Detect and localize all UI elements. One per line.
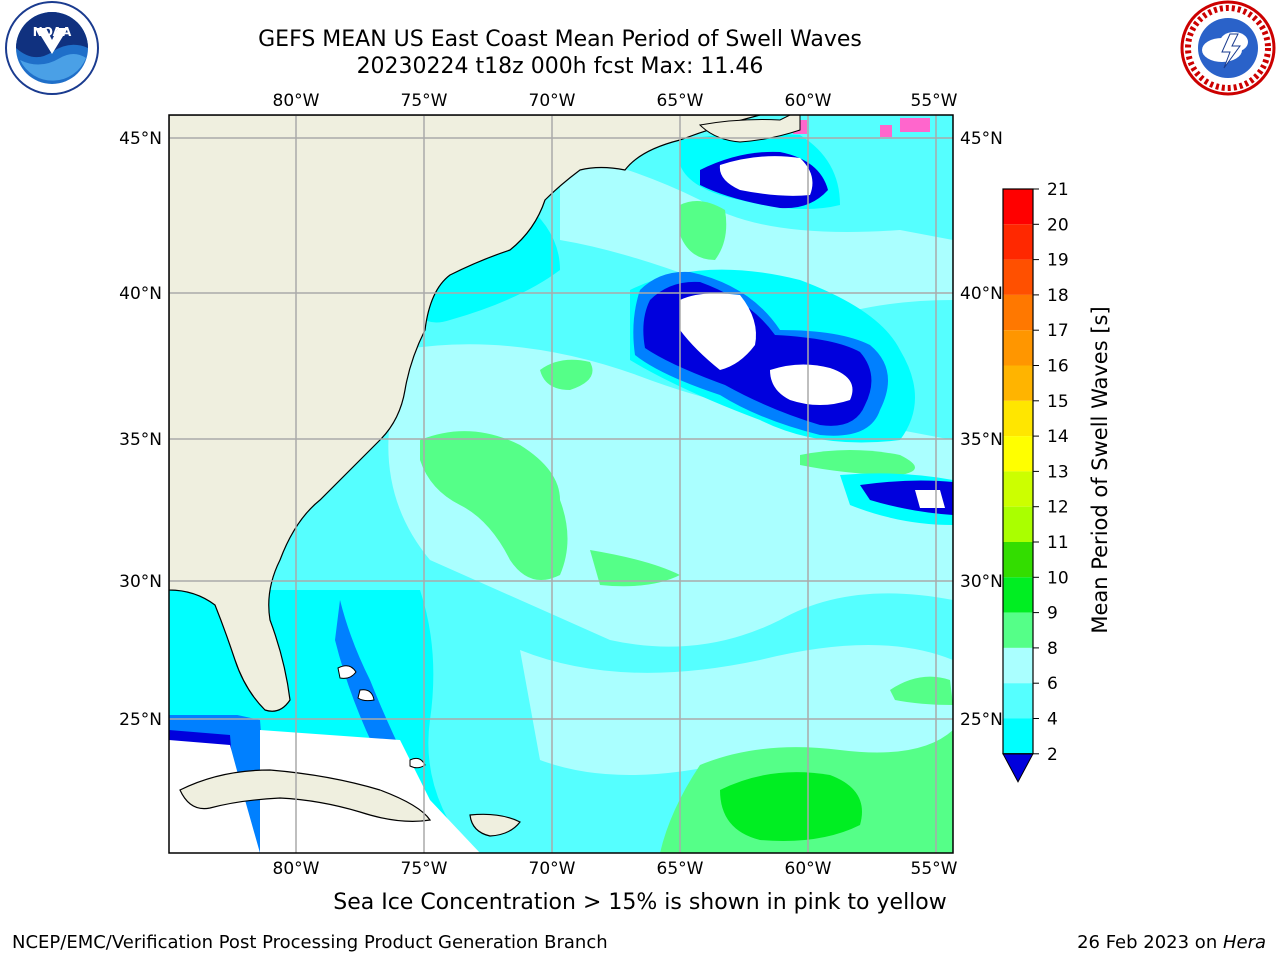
map-gridlines xyxy=(169,115,953,853)
lon-label: 65°W xyxy=(657,91,704,111)
colorbar-tick-label: 10 xyxy=(1047,568,1069,588)
sea-ice-caption: Sea Ice Concentration > 15% is shown in … xyxy=(333,890,947,915)
footer-date: 26 Feb 2023 on Hera xyxy=(1077,932,1266,953)
colorbar-label: Mean Period of Swell Waves [s] xyxy=(1088,306,1112,633)
colorbar-tick-label: 6 xyxy=(1047,674,1058,694)
colorbar-segment xyxy=(1003,294,1033,331)
lat-label: 30°N xyxy=(119,572,162,592)
colorbar-tick-label: 18 xyxy=(1047,286,1069,306)
colorbar-tick-label: 9 xyxy=(1047,604,1058,624)
chart-subtitle: 20230224 t18z 000h fcst Max: 11.46 xyxy=(356,54,764,79)
lat-label: 35°N xyxy=(119,430,162,450)
colorbar-segment xyxy=(1003,471,1033,507)
land-north-america xyxy=(169,115,761,712)
colorbar-segment xyxy=(1003,506,1033,542)
footer-credit: NCEP/EMC/Verification Post Processing Pr… xyxy=(12,932,608,953)
colorbar-segment xyxy=(1003,224,1033,260)
colorbar-tick-label: 17 xyxy=(1047,321,1069,341)
ocean-zone-9-10 xyxy=(420,431,568,580)
colorbar-segment xyxy=(1003,436,1033,472)
lon-labels-bottom: 80°W 75°W 70°W 65°W 60°W 55°W xyxy=(273,859,958,879)
lon-label: 60°W xyxy=(785,859,832,879)
lat-labels-left: 45°N 40°N 35°N 30°N 25°N xyxy=(119,129,162,730)
svg-text:NOAA: NOAA xyxy=(33,25,72,39)
colorbar-segment xyxy=(1003,647,1033,684)
nodata-region xyxy=(680,293,756,370)
colorbar-tick-label: 14 xyxy=(1047,427,1069,447)
lat-label: 40°N xyxy=(119,284,162,304)
colorbar-extend-triangle xyxy=(1002,753,1034,783)
ocean-zone-10-11 xyxy=(720,772,862,841)
colorbar-segment xyxy=(1003,400,1033,437)
lon-label: 65°W xyxy=(657,859,704,879)
lon-label: 80°W xyxy=(273,859,320,879)
lat-label: 25°N xyxy=(960,710,1003,730)
footer-date-text: 26 Feb 2023 on xyxy=(1077,932,1223,953)
colorbar-segment xyxy=(1003,683,1033,719)
nws-logo-icon xyxy=(1180,0,1276,96)
colorbar-tick-label: 4 xyxy=(1047,710,1058,730)
lon-label: 80°W xyxy=(273,91,320,111)
lon-labels-top: 80°W 75°W 70°W 65°W 60°W 55°W xyxy=(273,91,958,111)
colorbar-tick-label: 20 xyxy=(1047,215,1069,235)
lat-label: 35°N xyxy=(960,430,1003,450)
colorbar-tick-label: 19 xyxy=(1047,251,1069,271)
colorbar-tick-label: 21 xyxy=(1047,180,1069,200)
colorbar-tick-label: 11 xyxy=(1047,533,1069,553)
colorbar-segment xyxy=(1003,542,1033,578)
colorbar-segment xyxy=(1003,259,1033,295)
colorbar-tick-label: 2 xyxy=(1047,745,1058,765)
colorbar-tick-label: 12 xyxy=(1047,498,1069,518)
lon-label: 60°W xyxy=(785,91,832,111)
lon-label: 70°W xyxy=(529,859,576,879)
colorbar-tick-label: 8 xyxy=(1047,639,1058,659)
colorbar-segment xyxy=(1003,612,1033,648)
colorbar-tick-label: 16 xyxy=(1047,357,1069,377)
noaa-logo-icon: NOAA xyxy=(5,1,99,95)
colorbar: 21 20 19 18 17 16 15 14 13 12 11 10 9 8 6 4 2 xyxy=(1002,180,1069,783)
land-cuba xyxy=(179,769,432,822)
lon-label: 55°W xyxy=(911,91,958,111)
colorbar-segment xyxy=(1003,330,1033,366)
colorbar-tick-label: 13 xyxy=(1047,462,1069,482)
lat-label: 45°N xyxy=(119,129,162,149)
map-area xyxy=(169,115,953,853)
map-frame xyxy=(168,114,954,854)
lon-label: 75°W xyxy=(401,91,448,111)
footer-machine: Hera xyxy=(1222,932,1266,953)
colorbar-tick-label: 15 xyxy=(1047,392,1069,412)
colorbar-segment xyxy=(1003,718,1033,754)
lat-label: 30°N xyxy=(960,572,1003,592)
lon-label: 55°W xyxy=(911,859,958,879)
lat-label: 40°N xyxy=(960,284,1003,304)
colorbar-segment xyxy=(1003,577,1033,613)
lon-label: 70°W xyxy=(529,91,576,111)
lat-label: 25°N xyxy=(119,710,162,730)
lon-label: 75°W xyxy=(401,859,448,879)
colorbar-segment xyxy=(1003,365,1033,401)
colorbar-segment xyxy=(1003,189,1033,225)
lat-label: 45°N xyxy=(960,129,1003,149)
chart-title: GEFS MEAN US East Coast Mean Period of S… xyxy=(258,27,862,52)
lat-labels-right: 45°N 40°N 35°N 30°N 25°N xyxy=(960,129,1003,730)
